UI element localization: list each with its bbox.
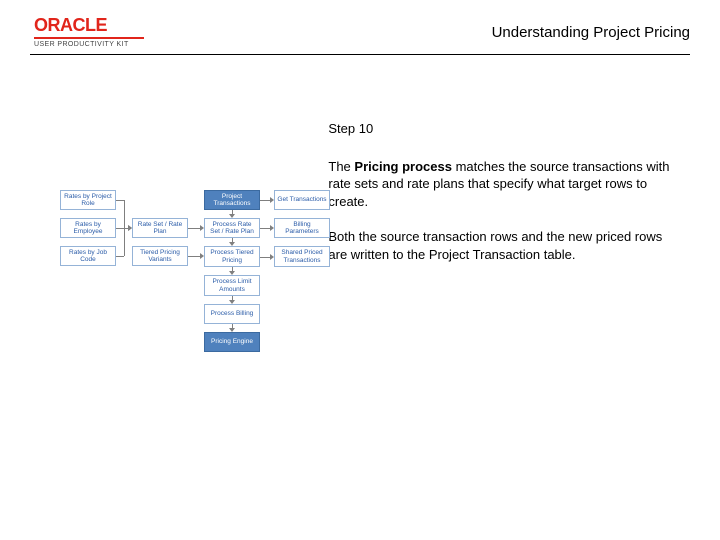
- paragraph-1: The Pricing process matches the source t…: [328, 158, 670, 211]
- header-rule: [30, 54, 690, 55]
- para1-bold: Pricing process: [354, 159, 452, 174]
- arrow-down-icon: [229, 214, 235, 218]
- step-label: Step 10: [328, 120, 670, 138]
- flow-node-pla: Process Limit Amounts: [204, 275, 260, 296]
- page: ORACLE USER PRODUCTIVITY KIT Understandi…: [0, 0, 720, 540]
- arrow-right-icon: [200, 253, 204, 259]
- arrow-down-icon: [229, 300, 235, 304]
- pricing-flowchart: Rates by Project Role Rates by Employee Ra…: [60, 190, 340, 400]
- flow-node-share: Shared Priced Transactions: [274, 246, 330, 267]
- arrow-down-icon: [229, 242, 235, 246]
- flow-node-proj_txn: Project Transactions: [204, 190, 260, 210]
- flow-node-get: Get Transactions: [274, 190, 330, 210]
- arrow-right-icon: [270, 197, 274, 203]
- content-area: Rates by Project Role Rates by Employee Ra…: [60, 120, 670, 400]
- arrow-right-icon: [200, 225, 204, 231]
- arrow-right-icon: [128, 225, 132, 231]
- paragraph-2: Both the source transaction rows and the…: [328, 228, 670, 263]
- flow-edge: [124, 228, 125, 256]
- flow-node-ptp: Process Tiered Pricing: [204, 246, 260, 267]
- flow-edge: [116, 256, 124, 257]
- flow-edge: [116, 200, 124, 201]
- flow-node-pb: Process Billing: [204, 304, 260, 324]
- flow-node-rateset_pr: Rate Set / Rate Plan: [132, 218, 188, 238]
- brand-block: ORACLE USER PRODUCTIVITY KIT: [34, 16, 144, 48]
- brand-logo-text: ORACLE: [34, 16, 107, 34]
- arrow-down-icon: [229, 271, 235, 275]
- flow-node-prs: Process Rate Set / Rate Plan: [204, 218, 260, 238]
- arrow-right-icon: [270, 254, 274, 260]
- para1-prefix: The: [328, 159, 354, 174]
- flow-node-tiered: Tiered Pricing Variants: [132, 246, 188, 266]
- flow-edge: [124, 200, 125, 228]
- brand-subtitle: USER PRODUCTIVITY KIT: [34, 41, 129, 48]
- flow-node-rates_pr: Rates by Project Role: [60, 190, 116, 210]
- arrow-down-icon: [229, 328, 235, 332]
- flow-node-rates_emp: Rates by Employee: [60, 218, 116, 238]
- flow-node-rates_jc: Rates by Job Code: [60, 246, 116, 266]
- brand-divider: [34, 37, 144, 39]
- text-column: Step 10 The Pricing process matches the …: [328, 120, 670, 400]
- flow-node-pe: Pricing Engine: [204, 332, 260, 352]
- flow-node-billing: Billing Parameters: [274, 218, 330, 238]
- header: ORACLE USER PRODUCTIVITY KIT Understandi…: [0, 8, 720, 56]
- page-title: Understanding Project Pricing: [492, 24, 690, 41]
- diagram-column: Rates by Project Role Rates by Employee Ra…: [60, 120, 328, 400]
- arrow-right-icon: [270, 225, 274, 231]
